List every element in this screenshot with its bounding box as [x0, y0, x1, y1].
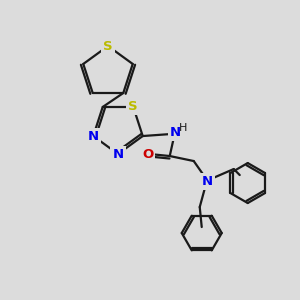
Text: O: O — [142, 148, 153, 160]
Text: N: N — [112, 148, 124, 160]
Text: S: S — [128, 100, 138, 113]
Text: N: N — [88, 130, 99, 142]
Text: N: N — [170, 125, 181, 139]
Text: N: N — [202, 175, 213, 188]
Text: S: S — [103, 40, 113, 52]
Text: H: H — [178, 123, 187, 133]
